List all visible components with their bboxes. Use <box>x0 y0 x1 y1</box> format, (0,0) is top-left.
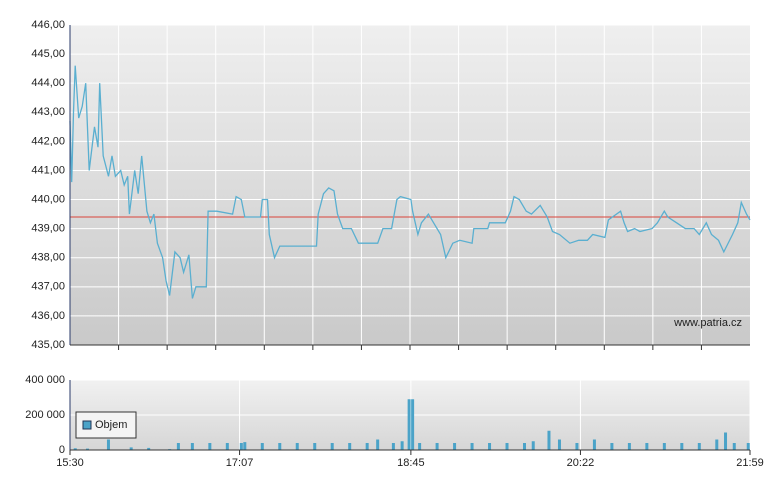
volume-bar <box>531 441 535 450</box>
volume-bar <box>295 443 299 450</box>
volume-bar <box>715 439 719 450</box>
volume-bar <box>129 447 133 450</box>
volume-bar <box>547 430 551 450</box>
volume-bar <box>418 443 422 450</box>
y-tick-label: 400 000 <box>25 374 65 386</box>
y-tick-label: 441,00 <box>31 164 65 176</box>
y-tick-label: 442,00 <box>31 135 65 147</box>
volume-bar <box>505 443 509 450</box>
y-tick-label: 443,00 <box>31 106 65 118</box>
volume-bar <box>435 443 439 450</box>
y-tick-label: 439,00 <box>31 223 65 235</box>
volume-bar <box>190 443 194 450</box>
y-tick-label: 200 000 <box>25 409 65 421</box>
x-tick-label: 20:22 <box>567 457 595 469</box>
y-tick-label: 436,00 <box>31 310 65 322</box>
volume-bar <box>243 442 247 450</box>
volume-bar <box>592 439 596 450</box>
volume-bar <box>400 441 404 450</box>
volume-bar <box>411 399 415 450</box>
volume-bar <box>732 443 736 450</box>
watermark: www.patria.cz <box>673 317 742 329</box>
volume-bar <box>376 439 380 450</box>
volume-bar <box>73 448 77 450</box>
y-tick-label: 0 <box>59 444 65 456</box>
y-tick-label: 438,00 <box>31 252 65 264</box>
volume-bar <box>225 443 229 450</box>
y-tick-label: 445,00 <box>31 48 65 60</box>
volume-bar <box>724 432 728 450</box>
volume-bar <box>645 443 649 450</box>
volume-bar <box>260 443 264 450</box>
volume-bar <box>575 443 579 450</box>
volume-bar <box>662 443 666 450</box>
x-tick-label: 15:30 <box>56 457 84 469</box>
volume-bar <box>85 448 89 450</box>
y-tick-label: 440,00 <box>31 193 65 205</box>
legend-label: Objem <box>95 419 127 431</box>
legend-swatch <box>82 420 92 430</box>
volume-bar <box>313 443 317 450</box>
volume-bar <box>746 443 750 450</box>
volume-bar <box>391 443 395 450</box>
volume-bar <box>365 443 369 450</box>
volume-bar <box>627 443 631 450</box>
volume-bar <box>278 443 282 450</box>
volume-bar <box>488 443 492 450</box>
x-tick-label: 17:07 <box>226 457 254 469</box>
y-tick-label: 435,00 <box>31 339 65 351</box>
volume-bar <box>470 443 474 450</box>
volume-bar <box>453 443 457 450</box>
volume-bar <box>407 399 411 450</box>
volume-bar <box>697 443 701 450</box>
volume-bar <box>176 443 180 450</box>
y-tick-label: 437,00 <box>31 281 65 293</box>
volume-bar <box>348 443 352 450</box>
volume-bar <box>239 443 243 450</box>
volume-bar <box>208 443 212 450</box>
volume-bar <box>106 439 110 450</box>
volume-bar <box>330 443 334 450</box>
volume-bar <box>680 443 684 450</box>
volume-bar <box>557 439 561 450</box>
x-tick-label: 21:59 <box>736 457 764 469</box>
y-tick-label: 446,00 <box>31 19 65 31</box>
volume-bar <box>147 447 151 450</box>
volume-bar <box>610 443 614 450</box>
x-tick-label: 18:45 <box>397 457 425 469</box>
y-tick-label: 444,00 <box>31 77 65 89</box>
volume-bar <box>522 443 526 450</box>
price-line <box>69 65 751 299</box>
